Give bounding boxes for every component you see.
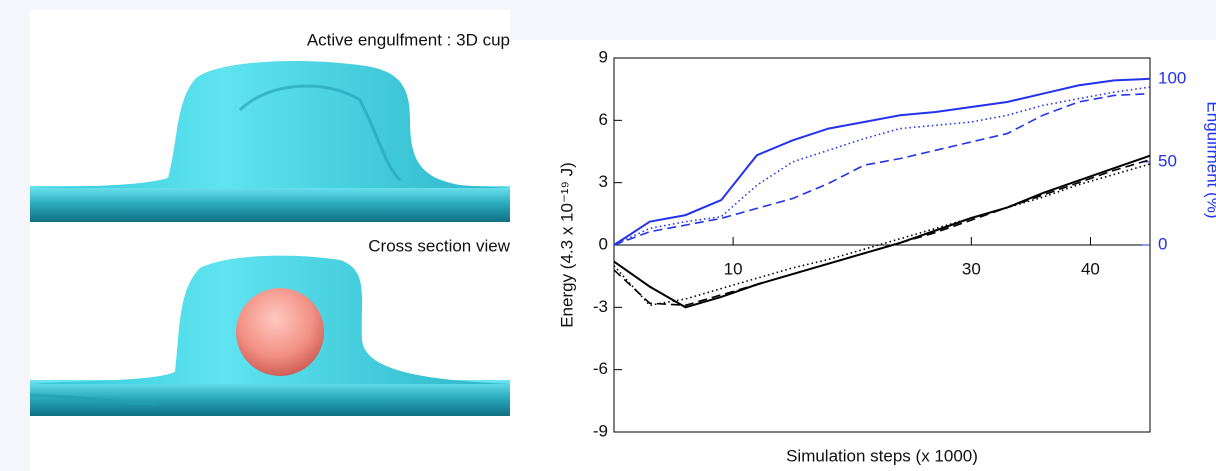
membrane-slab: [30, 380, 510, 416]
y-tick-label: 9: [599, 47, 608, 66]
series-line: [613, 86, 1151, 246]
cup-surface: [30, 60, 510, 188]
x-axis-title: Simulation steps (x 1000): [786, 446, 978, 465]
y2-tick-label: 100: [1158, 68, 1186, 87]
panel-label: Cross section view: [368, 236, 510, 255]
cup-section: [29, 255, 510, 416]
membrane-slab: [30, 186, 510, 222]
y-tick-label: -3: [593, 297, 608, 316]
cup-fold: [29, 393, 161, 406]
series-line: [613, 92, 1151, 246]
cup-fold: [238, 84, 402, 182]
x-tick-label: 10: [724, 259, 743, 278]
panel-label: Active engulfment : 3D cup: [307, 30, 510, 49]
x-tick-label: 40: [1081, 259, 1100, 278]
series-line: [613, 163, 1151, 307]
y-tick-label: -6: [593, 359, 608, 378]
series-line: [613, 159, 1151, 307]
y2-tick-label: 50: [1158, 151, 1177, 170]
series-line: [613, 77, 1151, 246]
series-line: [613, 154, 1151, 309]
y2-axis-title: Engulfment (%): [1204, 101, 1216, 218]
y-tick-label: 6: [599, 110, 608, 129]
particle: [236, 288, 324, 376]
y-axis-title: Energy (4.3 x 10⁻¹⁹ J): [557, 162, 576, 328]
y-tick-label: 0: [599, 234, 608, 253]
cup-3d: [30, 60, 510, 222]
y2-tick-label: 0: [1158, 234, 1167, 253]
chart-panel: [510, 40, 1216, 471]
y-tick-label: -9: [593, 421, 608, 440]
x-tick-label: 30: [962, 259, 981, 278]
y-tick-label: 3: [599, 172, 608, 191]
